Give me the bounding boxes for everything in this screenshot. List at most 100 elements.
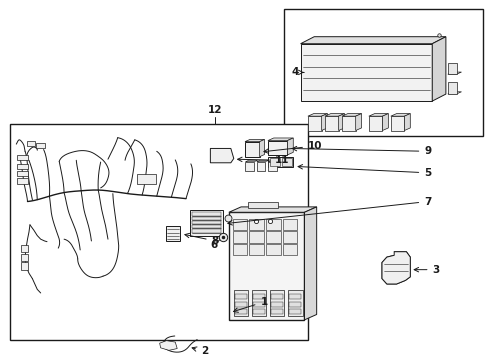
Bar: [265, 244, 280, 255]
Text: 12: 12: [207, 105, 222, 115]
Polygon shape: [307, 116, 321, 131]
Bar: [251, 291, 266, 316]
Bar: [17, 178, 27, 184]
Bar: [235, 309, 246, 314]
Bar: [265, 219, 280, 230]
Bar: [265, 231, 280, 243]
Bar: [271, 302, 283, 307]
Bar: [253, 302, 264, 307]
Polygon shape: [287, 138, 293, 155]
Polygon shape: [431, 37, 445, 101]
Bar: [191, 212, 221, 216]
Bar: [17, 171, 27, 176]
Polygon shape: [338, 114, 344, 131]
Bar: [17, 163, 27, 169]
Bar: [253, 309, 264, 314]
Polygon shape: [267, 140, 287, 155]
Bar: [282, 231, 297, 243]
Bar: [26, 141, 35, 146]
Bar: [233, 291, 248, 316]
Text: 2: 2: [192, 346, 208, 356]
Polygon shape: [228, 207, 316, 212]
Text: 8: 8: [184, 233, 219, 246]
Polygon shape: [341, 116, 355, 131]
Bar: [232, 231, 247, 243]
Bar: [235, 294, 246, 300]
Polygon shape: [189, 210, 223, 235]
Text: 9: 9: [292, 146, 430, 156]
Text: 5: 5: [298, 165, 430, 178]
Polygon shape: [341, 114, 361, 116]
Bar: [235, 302, 246, 307]
Bar: [191, 229, 221, 233]
Polygon shape: [321, 114, 327, 131]
Bar: [17, 154, 27, 160]
Polygon shape: [244, 141, 259, 157]
Bar: [248, 202, 277, 208]
Text: 4: 4: [290, 67, 304, 77]
Polygon shape: [245, 160, 257, 162]
Polygon shape: [325, 114, 344, 116]
Bar: [282, 244, 297, 255]
Bar: [447, 82, 456, 94]
Bar: [249, 244, 264, 255]
Bar: [21, 253, 28, 261]
Polygon shape: [256, 162, 265, 171]
Text: 6: 6: [210, 239, 217, 249]
Polygon shape: [382, 114, 387, 131]
Bar: [447, 63, 456, 74]
Polygon shape: [210, 148, 233, 163]
Text: 3: 3: [413, 265, 439, 275]
Polygon shape: [368, 114, 387, 116]
Bar: [191, 225, 221, 228]
Bar: [271, 309, 283, 314]
Polygon shape: [259, 139, 264, 157]
Bar: [10, 125, 307, 339]
Polygon shape: [307, 114, 327, 116]
Bar: [21, 244, 28, 252]
Bar: [282, 219, 297, 230]
Bar: [253, 294, 264, 300]
Bar: [287, 291, 302, 316]
Polygon shape: [390, 116, 404, 131]
Bar: [21, 262, 28, 270]
Polygon shape: [244, 139, 264, 141]
Bar: [282, 158, 291, 166]
Polygon shape: [228, 212, 304, 320]
Bar: [232, 219, 247, 230]
Text: 1: 1: [233, 297, 267, 312]
Bar: [289, 294, 301, 300]
Polygon shape: [267, 160, 280, 162]
Polygon shape: [267, 138, 293, 140]
Polygon shape: [381, 252, 409, 284]
Polygon shape: [300, 44, 431, 101]
Bar: [269, 158, 279, 166]
Bar: [36, 143, 45, 148]
Bar: [249, 219, 264, 230]
Bar: [191, 221, 221, 224]
Polygon shape: [304, 207, 316, 320]
Bar: [269, 291, 284, 316]
Polygon shape: [300, 37, 445, 44]
Bar: [232, 244, 247, 255]
Polygon shape: [245, 162, 254, 171]
Polygon shape: [368, 116, 382, 131]
Text: 11: 11: [237, 155, 289, 165]
Polygon shape: [355, 114, 361, 131]
Bar: [165, 226, 180, 241]
Bar: [289, 302, 301, 307]
Polygon shape: [447, 92, 461, 94]
Text: 10: 10: [264, 141, 322, 153]
Bar: [271, 294, 283, 300]
Polygon shape: [325, 116, 338, 131]
Bar: [191, 217, 221, 220]
Polygon shape: [256, 160, 268, 162]
Polygon shape: [447, 72, 461, 74]
Text: 7: 7: [227, 197, 430, 225]
Polygon shape: [390, 114, 409, 116]
Polygon shape: [267, 157, 293, 167]
Bar: [249, 231, 264, 243]
Bar: [284, 9, 483, 136]
Bar: [289, 309, 301, 314]
Polygon shape: [159, 341, 177, 350]
